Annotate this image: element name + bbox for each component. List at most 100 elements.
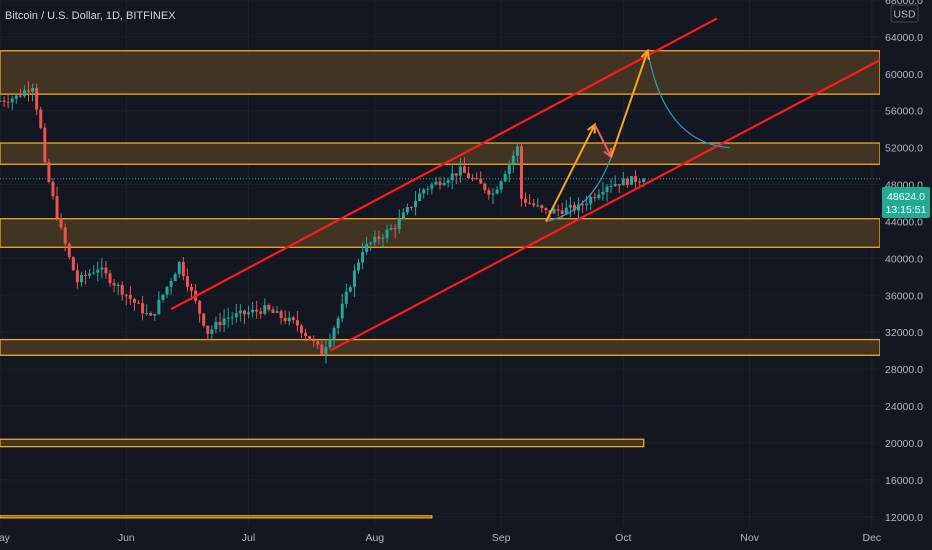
candle-body bbox=[589, 196, 593, 204]
candle-body bbox=[84, 274, 88, 276]
candle-body bbox=[499, 181, 503, 190]
projection-arrow-head bbox=[640, 48, 650, 60]
candle-body bbox=[0, 100, 2, 102]
candle-body bbox=[173, 273, 177, 282]
currency-label[interactable]: USD bbox=[890, 4, 919, 23]
candle-body bbox=[283, 317, 287, 322]
time-tick-label: Aug bbox=[365, 532, 384, 544]
candle-body bbox=[532, 203, 536, 206]
candle-body bbox=[120, 284, 124, 295]
chart-title: Bitcoin / U.S. Dollar, 1D, BITFINEX bbox=[5, 10, 176, 22]
zone-layer bbox=[0, 50, 881, 519]
candle-body bbox=[564, 207, 568, 214]
candle-body bbox=[2, 100, 6, 102]
candle-body bbox=[291, 317, 295, 321]
candle-body bbox=[88, 273, 92, 276]
candle-body bbox=[560, 210, 564, 214]
candle-body bbox=[238, 310, 242, 314]
time-axis-background bbox=[0, 526, 880, 550]
candle-body bbox=[247, 312, 251, 315]
candle-body bbox=[458, 166, 462, 176]
horizontal-zone bbox=[0, 142, 881, 165]
time-tick-label: Jun bbox=[118, 532, 135, 544]
candle-body bbox=[479, 178, 483, 184]
candle-body bbox=[185, 276, 189, 287]
candle-body bbox=[79, 274, 83, 283]
candle-body bbox=[487, 190, 491, 195]
price-tick-label: 44000.0 bbox=[885, 216, 923, 228]
candle-body bbox=[442, 183, 446, 186]
candle-body bbox=[198, 300, 202, 314]
candle-body bbox=[75, 270, 79, 283]
candle-body bbox=[295, 320, 299, 326]
horizontal-zone bbox=[0, 515, 433, 519]
price-axis-background bbox=[880, 0, 932, 550]
candle-body bbox=[556, 209, 560, 211]
candle-body bbox=[377, 236, 381, 239]
price-axis[interactable]: 12000.0 16000.0 20000.0 24000.0 28000.0 32000… bbox=[885, 0, 923, 524]
candle-body bbox=[336, 318, 340, 329]
price-badge: 48624.0 13:15:51 bbox=[882, 187, 930, 218]
candle-body bbox=[577, 204, 581, 211]
time-tick-label: Sep bbox=[492, 532, 511, 544]
candle-body bbox=[475, 178, 479, 180]
candle-body bbox=[137, 302, 141, 304]
candle-body bbox=[308, 336, 312, 341]
candle-body bbox=[597, 194, 601, 198]
horizontal-zone bbox=[0, 438, 645, 448]
candle-body bbox=[226, 317, 230, 319]
candle-body bbox=[31, 88, 35, 92]
candle-body bbox=[161, 294, 165, 300]
candle-body bbox=[373, 236, 377, 243]
candle-body bbox=[519, 146, 523, 199]
candle-body bbox=[601, 191, 605, 195]
candle-body bbox=[222, 318, 226, 325]
candle-body bbox=[145, 313, 149, 315]
candle-body bbox=[401, 212, 405, 219]
candle-body bbox=[613, 183, 617, 187]
candle-body bbox=[515, 146, 519, 156]
candle-body bbox=[104, 267, 108, 274]
candle-body bbox=[446, 180, 450, 184]
candle-body bbox=[328, 339, 332, 348]
candle-body bbox=[414, 200, 418, 208]
candle-body bbox=[332, 328, 336, 340]
candle-body bbox=[189, 286, 193, 291]
candle-body bbox=[324, 347, 328, 355]
price-tick-label: 36000.0 bbox=[885, 290, 923, 302]
candle-body bbox=[471, 178, 475, 180]
currency-box bbox=[890, 4, 919, 23]
time-axis[interactable]: May Jun Jul Aug Sep Oct Nov Dec bbox=[0, 532, 881, 544]
candle-body bbox=[55, 196, 59, 219]
candle-body bbox=[422, 189, 426, 194]
candle-layer bbox=[0, 80, 646, 364]
candle-body bbox=[259, 311, 263, 314]
candle-body bbox=[202, 313, 206, 326]
price-badge-background bbox=[882, 187, 930, 218]
candle-body bbox=[361, 251, 365, 263]
candle-body bbox=[304, 332, 308, 337]
candle-body bbox=[255, 309, 259, 312]
candle-body bbox=[450, 173, 454, 181]
candle-body bbox=[141, 303, 145, 314]
candle-body bbox=[100, 267, 104, 270]
candle-body bbox=[511, 155, 515, 164]
candle-body bbox=[63, 227, 67, 244]
candle-body bbox=[71, 257, 75, 271]
currency-text: USD bbox=[893, 9, 916, 21]
time-tick-label: Nov bbox=[740, 532, 759, 544]
projection-layer bbox=[545, 48, 730, 223]
time-tick-label: Oct bbox=[615, 532, 631, 544]
candle-body bbox=[206, 325, 210, 334]
candle-body bbox=[528, 202, 532, 204]
candle-body bbox=[544, 208, 548, 211]
candle-body bbox=[397, 218, 401, 230]
candle-body bbox=[108, 273, 112, 284]
candle-body bbox=[59, 218, 63, 228]
candle-body bbox=[234, 313, 238, 318]
candle-body bbox=[35, 88, 39, 110]
candle-body bbox=[536, 205, 540, 207]
candle-body bbox=[177, 261, 181, 274]
